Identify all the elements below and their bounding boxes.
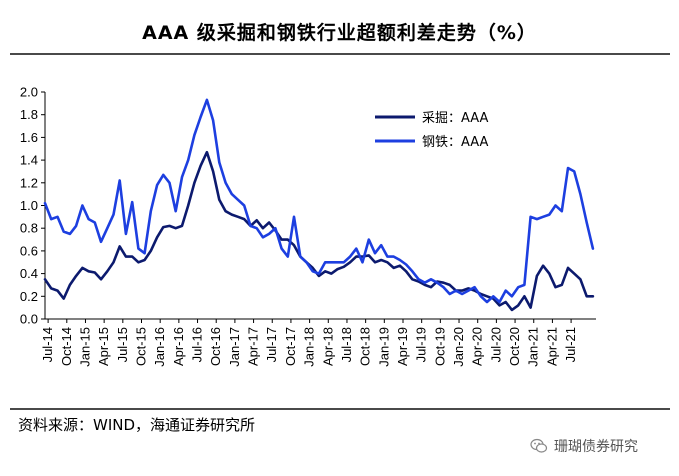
y-tick-label: 1.2	[20, 175, 38, 190]
x-tick-label: Oct-17	[283, 327, 298, 366]
x-tick-label: Oct-19	[432, 327, 447, 366]
chart-title: AAA 级采掘和钢铁行业超额利差走势（%）	[142, 22, 537, 44]
y-tick-label: 0.6	[20, 243, 38, 258]
footer-divider	[10, 408, 670, 410]
x-tick-label: Jan-16	[152, 327, 167, 367]
y-tick-label: 0.2	[20, 289, 38, 304]
wechat-icon	[530, 438, 548, 453]
x-tick-label: Jul-21	[563, 327, 578, 362]
y-tick-label: 1.4	[20, 153, 38, 168]
x-tick-label: Apr-16	[171, 327, 186, 366]
source-note: 资料来源：WIND，海通证券研究所	[18, 416, 256, 434]
legend-label: 钢铁：AAA	[422, 135, 489, 150]
x-axis-ticks: Jul-14 Oct-14 Jan-15 Apr-15 Jul-15 Oct-15 Jan-…	[40, 319, 578, 367]
x-tick-label: Oct-20	[507, 327, 522, 366]
x-tick-label: Apr-15	[96, 327, 111, 366]
y-tick-label: 0.8	[20, 221, 38, 236]
x-tick-label: Jan-20	[451, 327, 466, 367]
watermark: 珊瑚债券研究	[530, 436, 638, 456]
watermark-text: 珊瑚债券研究	[554, 439, 638, 455]
x-tick-label: Jan-15	[77, 327, 92, 367]
x-tick-label: Jul-14	[40, 327, 55, 362]
chart-legend: 采掘：AAA 钢铁：AAA	[375, 111, 489, 150]
series-line-2	[43, 98, 595, 304]
x-tick-label: Apr-19	[395, 327, 410, 366]
x-tick-label: Oct-18	[358, 327, 373, 366]
y-tick-label: 0.4	[20, 266, 38, 281]
x-tick-label: Jan-17	[227, 327, 242, 367]
chart-axes	[44, 92, 596, 320]
x-tick-label: Oct-14	[59, 327, 74, 366]
y-tick-label: 1.0	[20, 198, 38, 213]
title-divider	[10, 53, 670, 55]
x-tick-label: Jul-18	[339, 327, 354, 362]
y-tick-label: 2.0	[20, 85, 38, 100]
legend-label: 采掘：AAA	[422, 111, 489, 126]
x-tick-label: Apr-21	[544, 327, 559, 366]
x-tick-label: Jul-20	[488, 327, 503, 362]
y-tick-label: 1.8	[20, 107, 38, 122]
x-tick-label: Oct-16	[208, 327, 223, 366]
x-tick-label: Jan-21	[526, 327, 541, 367]
x-tick-label: Jul-17	[264, 327, 279, 362]
x-tick-label: Oct-15	[134, 327, 149, 366]
y-tick-label: 0.0	[20, 312, 38, 327]
x-tick-label: Apr-18	[320, 327, 335, 366]
x-tick-label: Jan-18	[302, 327, 317, 367]
y-tick-label: 1.6	[20, 130, 38, 145]
x-tick-label: Jul-19	[414, 327, 429, 362]
y-axis-ticks: 0.0 0.2 0.4 0.6 0.8 1.0 1.2 1.4 1.6 1.8 2.0	[20, 85, 45, 327]
x-tick-label: Apr-20	[470, 327, 485, 366]
series-lines	[43, 98, 595, 312]
series-line-1	[43, 150, 595, 312]
x-tick-label: Jul-16	[190, 327, 205, 362]
x-tick-label: Jan-19	[376, 327, 391, 367]
x-tick-label: Apr-17	[246, 327, 261, 366]
x-tick-label: Jul-15	[115, 327, 130, 362]
